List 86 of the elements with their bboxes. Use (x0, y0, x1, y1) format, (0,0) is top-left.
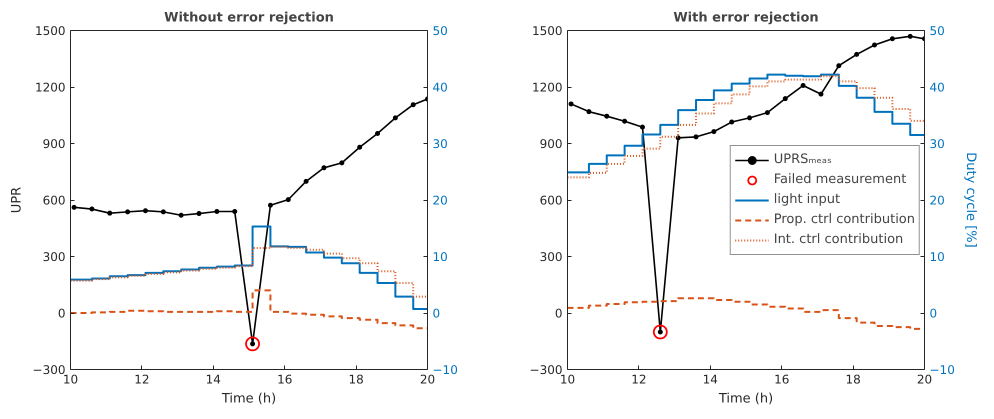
point (854, 52, 860, 57)
legend-label: Prop. ctrl contribution (774, 212, 915, 227)
point (304, 178, 309, 184)
point (800, 82, 806, 88)
y2-tick-label: 10 (930, 250, 945, 264)
y-tick-label: 600 (42, 194, 66, 208)
point (160, 209, 166, 214)
y-tick-label: 1500 (532, 24, 563, 38)
y-tick-label: 1200 (532, 80, 563, 94)
y2-tick-label: 30 (432, 137, 448, 151)
y-tick-label: 600 (540, 194, 562, 208)
y-tick-label: 0 (554, 306, 563, 320)
point (694, 134, 699, 140)
point (196, 211, 202, 216)
point (339, 160, 344, 166)
y-axis-title: UPR (10, 186, 25, 214)
point (214, 208, 220, 214)
point (604, 114, 610, 119)
y2-tick-label: 0 (930, 306, 938, 320)
point (872, 42, 878, 48)
y2-tick-label: 30 (930, 137, 945, 151)
chart-title: Without error rejection (164, 10, 334, 26)
y-tick-label: 1200 (34, 80, 66, 94)
y-tick-label: 300 (540, 250, 562, 264)
y2-tick-label: 40 (930, 80, 945, 94)
point (357, 144, 362, 150)
point (178, 212, 184, 218)
y2-tick-label: 20 (930, 194, 945, 208)
x-tick-label: 16 (277, 372, 292, 386)
x-tick-label: 18 (348, 372, 364, 386)
point (818, 92, 824, 97)
y2-tick-label: 20 (432, 194, 448, 208)
point (836, 63, 842, 68)
point (245, 336, 260, 352)
point (747, 115, 752, 120)
point (72, 204, 77, 210)
point (268, 202, 273, 208)
x-tick-label: 12 (631, 372, 647, 386)
x-tick-label: 20 (420, 372, 436, 386)
point (622, 118, 628, 124)
x-tick-label: 16 (774, 372, 790, 386)
x-axis-title: Time (h) (718, 392, 774, 406)
y2-tick-label: 50 (930, 24, 945, 38)
y-tick-label: 300 (42, 250, 66, 264)
y-tick-label: 900 (540, 137, 562, 151)
point (392, 115, 398, 120)
point (321, 165, 326, 170)
legend-label: light input (774, 192, 840, 207)
point (890, 36, 895, 42)
point (107, 210, 112, 216)
point (652, 324, 668, 340)
y2-tick-label: 40 (432, 80, 448, 94)
point (764, 110, 770, 116)
y2-tick-label: −10 (930, 363, 955, 377)
point (729, 120, 734, 125)
point (586, 109, 592, 114)
x-tick-label: 14 (702, 372, 718, 386)
point (782, 96, 788, 102)
point (568, 101, 574, 106)
chart-title: With error rejection (673, 10, 819, 26)
x-tick-label: 12 (134, 372, 150, 386)
y2-tick-label: 50 (432, 24, 448, 38)
x-tick-label: 14 (206, 372, 221, 386)
point (142, 208, 148, 214)
point (908, 34, 913, 39)
point (89, 206, 94, 212)
y2-tick-label: 0 (432, 306, 440, 320)
legend-label: UPRSₘₑₐₛ (774, 152, 832, 167)
y-tick-label: 1500 (34, 24, 66, 38)
legend-label: Failed measurement (774, 172, 906, 187)
y2-axis-title: Duty cycle [%] (962, 152, 978, 248)
y2-tick-label: −10 (432, 363, 458, 377)
point (640, 124, 645, 130)
y2-tick-label: 10 (432, 250, 448, 264)
point (232, 208, 238, 214)
x-tick-label: 20 (916, 372, 932, 386)
x-tick-label: 18 (845, 372, 861, 386)
point (410, 102, 416, 108)
x-axis-title: Time (h) (220, 392, 276, 406)
point (375, 131, 380, 136)
point (286, 197, 291, 202)
y-tick-label: 900 (42, 137, 66, 151)
legend-label: Int. ctrl contribution (774, 232, 904, 247)
y-tick-label: 0 (58, 306, 66, 320)
point (711, 129, 716, 134)
point (125, 209, 130, 214)
